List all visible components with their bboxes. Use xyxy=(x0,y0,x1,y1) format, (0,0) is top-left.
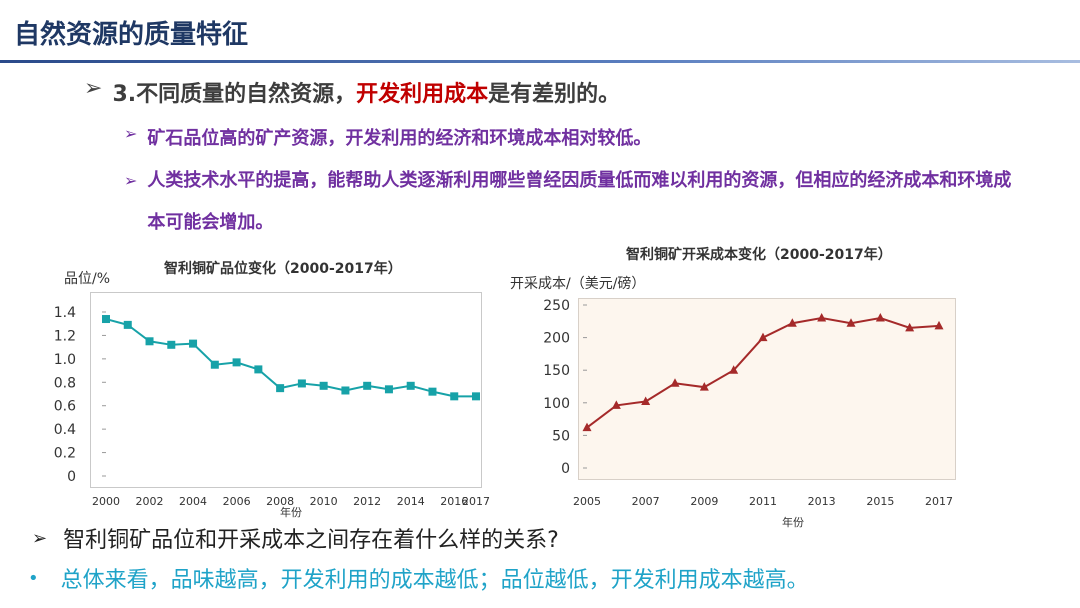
arrow-bullet-icon: ➢ xyxy=(32,527,48,549)
data-point xyxy=(145,337,154,346)
question-text: 智利铜矿品位和开采成本之间存在着什么样的关系? xyxy=(63,528,559,553)
title-bar: 自然资源的质量特征 xyxy=(0,0,1080,62)
bullet-sub-1-text: 矿石品位高的矿产资源，开发利用的经济和环境成本相对较低。 xyxy=(147,128,652,149)
x-tick-label: 2000 xyxy=(92,495,120,508)
y-tick-label: 250 xyxy=(543,298,570,314)
series-line xyxy=(105,318,476,398)
y-tick-label: 100 xyxy=(543,396,570,412)
chart-right-xlabel: 年份 xyxy=(782,516,804,529)
arrow-bullet-icon: ➢ xyxy=(84,76,103,101)
data-point xyxy=(363,381,372,390)
data-point xyxy=(472,392,480,401)
x-tick-label: 2005 xyxy=(573,495,601,508)
x-tick-label: 2008 xyxy=(266,495,294,508)
data-point xyxy=(582,422,592,432)
bullet-dot-icon: • xyxy=(28,567,39,589)
answer-row: • 总体来看，品味越高，开发利用的成本越低；品位越低，开发利用成本越高。 xyxy=(28,562,809,594)
data-point xyxy=(905,322,915,332)
data-point xyxy=(846,318,856,327)
bullet-sub-2-text: 人类技术水平的提高，能帮助人类逐渐利用哪些曾经因质量低而难以利用的资源，但相应的… xyxy=(147,170,1012,233)
data-point xyxy=(670,378,680,387)
data-point xyxy=(254,365,263,374)
data-point xyxy=(319,381,328,390)
y-tick-label: 1.2 xyxy=(54,328,76,344)
x-tick-label: 2011 xyxy=(749,495,777,508)
data-point xyxy=(102,315,110,324)
y-tick-label: 0 xyxy=(67,469,76,485)
bullet-main-text: 3.不同质量的自然资源，开发利用成本是有差别的。 xyxy=(112,76,620,108)
data-point xyxy=(450,392,459,401)
bullet-main: ➢ 3.不同质量的自然资源，开发利用成本是有差别的。 xyxy=(84,76,620,108)
data-point xyxy=(817,313,827,322)
chart-left-xlabel: 年份 xyxy=(280,506,302,519)
data-point xyxy=(729,365,739,374)
chart-right-ylabel: 开采成本/（美元/磅） xyxy=(510,276,646,292)
chart-right: 0 50 100 150 200 250 2005 2007 2009 2011 2013 2015 2… xyxy=(543,298,953,508)
data-point xyxy=(787,318,797,327)
data-point xyxy=(123,320,132,329)
page-title: 自然资源的质量特征 xyxy=(14,20,249,50)
y-tick-label: 1.4 xyxy=(54,305,76,321)
arrow-bullet-icon: ➢ xyxy=(124,124,138,143)
question-row: ➢ 智利铜矿品位和开采成本之间存在着什么样的关系? xyxy=(32,522,559,554)
chart-right-plot-area xyxy=(578,298,956,480)
y-tick-label: 200 xyxy=(543,331,570,347)
x-tick-label: 2015 xyxy=(866,495,894,508)
data-point xyxy=(875,313,885,322)
y-tick-label: 0.2 xyxy=(54,446,76,462)
title-divider xyxy=(0,60,1080,63)
data-point xyxy=(641,396,651,405)
data-point xyxy=(699,382,709,391)
answer-text: 总体来看，品味越高，开发利用的成本越低；品位越低，开发利用成本越高。 xyxy=(60,568,809,593)
data-point xyxy=(189,339,198,348)
chart-left-plot-area xyxy=(90,292,482,488)
data-point xyxy=(232,358,241,367)
x-tick-label: 2006 xyxy=(223,495,251,508)
x-tick-label: 2007 xyxy=(632,495,660,508)
bullet-main-prefix: 3.不同质量的自然资源， xyxy=(112,82,357,107)
data-point xyxy=(297,379,306,388)
x-tick-label: 2017 xyxy=(925,495,953,508)
data-point xyxy=(428,387,437,396)
bullet-sub-1: ➢ 矿石品位高的矿产资源，开发利用的经济和环境成本相对较低。 xyxy=(124,124,651,150)
data-point xyxy=(406,381,415,390)
data-point xyxy=(276,384,285,393)
x-tick-label: 2004 xyxy=(179,495,207,508)
y-tick-label: 0 xyxy=(561,461,570,477)
data-point xyxy=(167,340,176,349)
data-point xyxy=(384,385,393,394)
chart-left-ylabel: 品位/% xyxy=(64,271,111,287)
y-tick-label: 0.6 xyxy=(54,399,76,415)
y-tick-label: 50 xyxy=(552,428,570,444)
data-point xyxy=(934,320,944,330)
data-point xyxy=(611,400,621,409)
bullet-sub-2: ➢ 人类技术水平的提高，能帮助人类逐渐利用哪些曾经因质量低而难以利用的资源，但相… xyxy=(124,160,1024,244)
arrow-bullet-icon: ➢ xyxy=(124,171,138,190)
y-tick-label: 150 xyxy=(543,363,570,379)
chart-left: 0 0.2 0.4 0.6 0.8 1.0 1.2 1.4 2000 2002 2004 2006 20… xyxy=(54,305,490,508)
x-tick-label: 2014 xyxy=(397,495,425,508)
x-tick-label: 2013 xyxy=(808,495,836,508)
x-tick-label: 2009 xyxy=(690,495,718,508)
chart-right-title: 智利铜矿开采成本变化（2000-2017年） xyxy=(626,247,892,263)
x-tick-label: 2017 xyxy=(462,495,490,508)
chart-left-title: 智利铜矿品位变化（2000-2017年） xyxy=(164,261,402,277)
x-tick-label: 2002 xyxy=(136,495,164,508)
y-tick-label: 1.0 xyxy=(54,352,76,368)
y-tick-label: 0.4 xyxy=(54,422,76,438)
bullet-main-highlight: 开发利用成本 xyxy=(356,82,489,107)
data-point xyxy=(758,332,768,342)
x-tick-label: 2012 xyxy=(353,495,381,508)
data-point xyxy=(341,386,350,395)
x-tick-label: 2016 xyxy=(440,495,468,508)
data-point xyxy=(210,360,219,369)
y-tick-label: 0.8 xyxy=(54,375,76,391)
bullet-main-suffix: 是有差别的。 xyxy=(488,82,621,107)
x-tick-label: 2010 xyxy=(310,495,338,508)
